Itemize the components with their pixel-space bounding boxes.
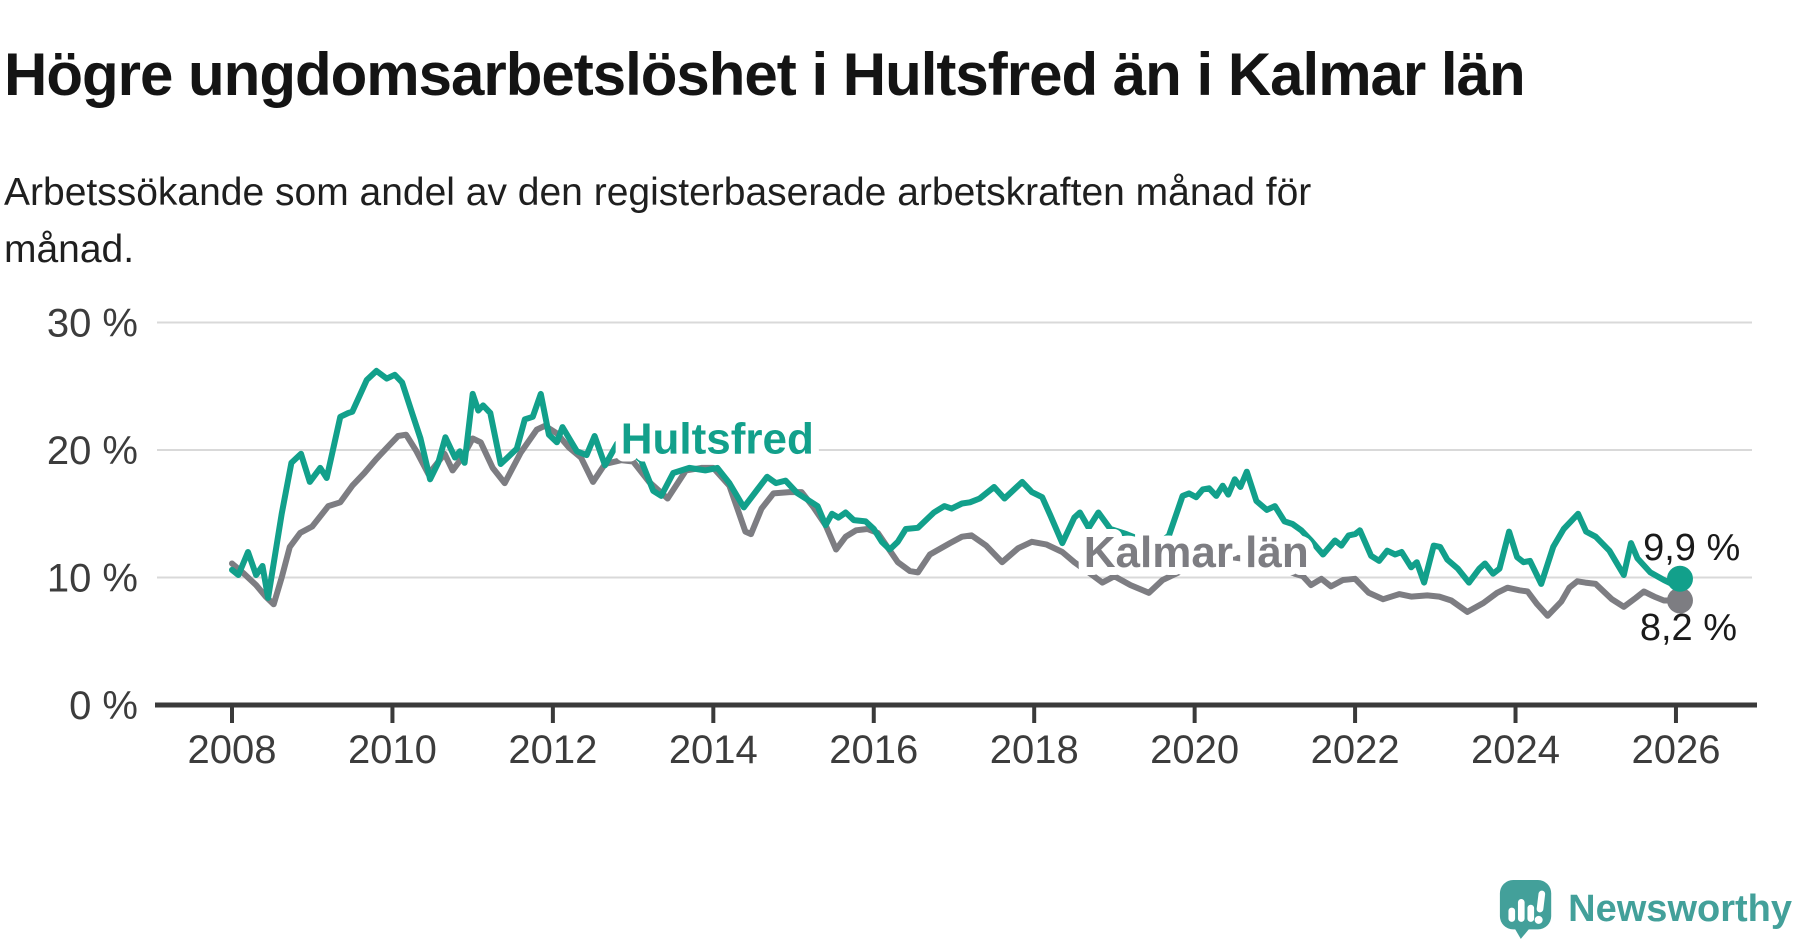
newsworthy-logo-text: Newsworthy: [1568, 887, 1792, 930]
series-end-dot-kalmar-län: [1666, 587, 1693, 614]
x-tick-label-2020: 2020: [1150, 728, 1239, 772]
value-label-8-2-: 8,2 %: [1640, 607, 1737, 649]
series-label-kalmar-län: Kalmar län: [1084, 528, 1309, 577]
y-tick-label-20: 20 %: [47, 429, 138, 473]
x-tick-label-2022: 2022: [1311, 728, 1400, 772]
value-label-9-9-: 9,9 %: [1643, 527, 1740, 569]
x-tick-label-2012: 2012: [508, 728, 597, 772]
x-tick-label-2010: 2010: [348, 728, 437, 772]
newsworthy-logo-icon: [1500, 880, 1552, 939]
y-tick-label-10: 10 %: [47, 557, 138, 601]
x-tick-label-2024: 2024: [1471, 728, 1560, 772]
series-line-hultsfred: [229, 367, 1683, 601]
x-tick-label-2008: 2008: [188, 728, 277, 772]
logo-exclamation: [1534, 890, 1546, 924]
chart-subtitle: Arbetssökande som andel av den registerb…: [4, 171, 1312, 271]
logo-bar-2: [1518, 899, 1525, 922]
speech-bubble-tail: [1514, 927, 1531, 939]
logo-bar-1: [1508, 907, 1516, 922]
series-label-hultsfred: Hultsfred: [621, 415, 814, 464]
x-tick-label-2014: 2014: [669, 728, 758, 772]
x-tick-label-2026: 2026: [1631, 728, 1720, 772]
series-end-dot-hultsfred: [1666, 565, 1693, 592]
newsworthy-logo: Newsworthy: [1498, 878, 1792, 940]
logo-bar-3: [1527, 904, 1535, 922]
y-tick-label-30: 30 %: [47, 302, 138, 346]
x-tick-label-2016: 2016: [829, 728, 918, 772]
x-tick-label-2018: 2018: [990, 728, 1079, 772]
chart-title: Högre ungdomsarbetslöshet i Hultsfred än…: [4, 41, 1526, 109]
y-tick-label-0: 0 %: [69, 684, 138, 728]
series-line-kalmar-län: [229, 422, 1683, 619]
